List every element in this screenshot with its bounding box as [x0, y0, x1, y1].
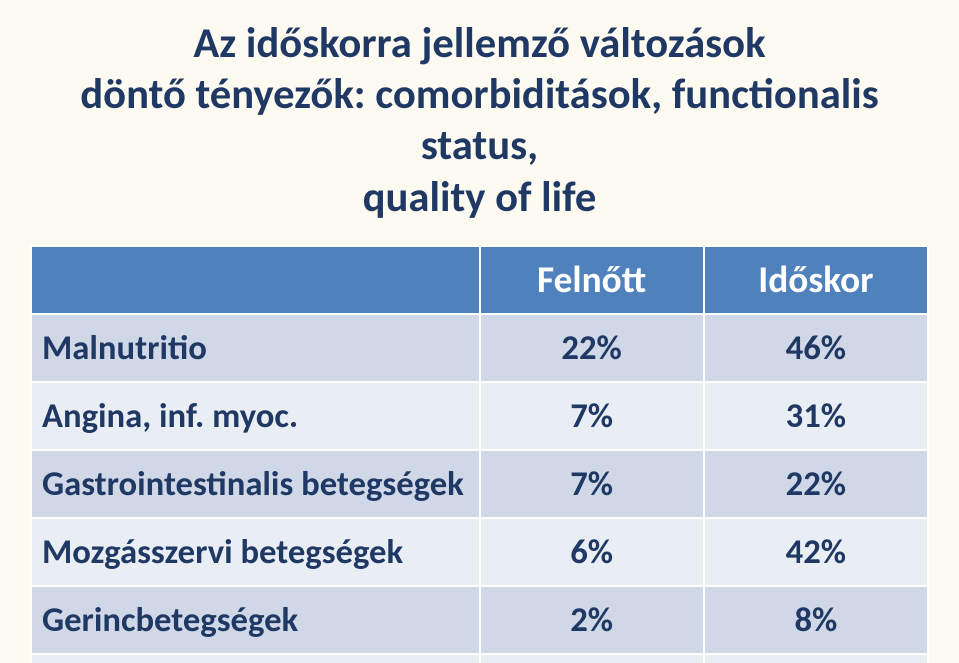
row-c2: 8% [704, 586, 928, 654]
row-c1: 7% [480, 450, 704, 518]
row-label: Malnutritio [31, 314, 480, 382]
row-c2: 31% [704, 382, 928, 450]
table-row: Malnutritio 22% 46% [31, 314, 928, 382]
table-row: Mentalis betegségek 4% 9% [31, 654, 928, 663]
row-c1: 4% [480, 654, 704, 663]
title-line-2: döntő tényezők: comorbiditások, function… [30, 69, 929, 171]
table-row: Mozgásszervi betegségek 6% 42% [31, 518, 928, 586]
row-label: Mozgásszervi betegségek [31, 518, 480, 586]
title-line-3: quality of life [30, 172, 929, 223]
row-c2: 22% [704, 450, 928, 518]
table-body: Malnutritio 22% 46% Angina, inf. myoc. 7… [31, 314, 928, 663]
row-c1: 22% [480, 314, 704, 382]
row-c2: 9% [704, 654, 928, 663]
row-label: Gastrointestinalis betegségek [31, 450, 480, 518]
table-row: Gastrointestinalis betegségek 7% 22% [31, 450, 928, 518]
header-col-idoskor: Időskor [704, 246, 928, 314]
title-line-1: Az időskorra jellemző változások [30, 18, 929, 69]
table-header-row: Felnőtt Időskor [31, 246, 928, 314]
row-label: Angina, inf. myoc. [31, 382, 480, 450]
header-blank [31, 246, 480, 314]
comorbidity-table: Felnőtt Időskor Malnutritio 22% 46% Angi… [30, 245, 929, 663]
slide: Az időskorra jellemző változások döntő t… [0, 0, 959, 663]
table-row: Gerincbetegségek 2% 8% [31, 586, 928, 654]
row-c1: 2% [480, 586, 704, 654]
row-label: Gerincbetegségek [31, 586, 480, 654]
row-c2: 46% [704, 314, 928, 382]
row-c2: 42% [704, 518, 928, 586]
header-col-felnott: Felnőtt [480, 246, 704, 314]
row-label: Mentalis betegségek [31, 654, 480, 663]
row-c1: 6% [480, 518, 704, 586]
row-c1: 7% [480, 382, 704, 450]
slide-title: Az időskorra jellemző változások döntő t… [30, 18, 929, 223]
table-row: Angina, inf. myoc. 7% 31% [31, 382, 928, 450]
